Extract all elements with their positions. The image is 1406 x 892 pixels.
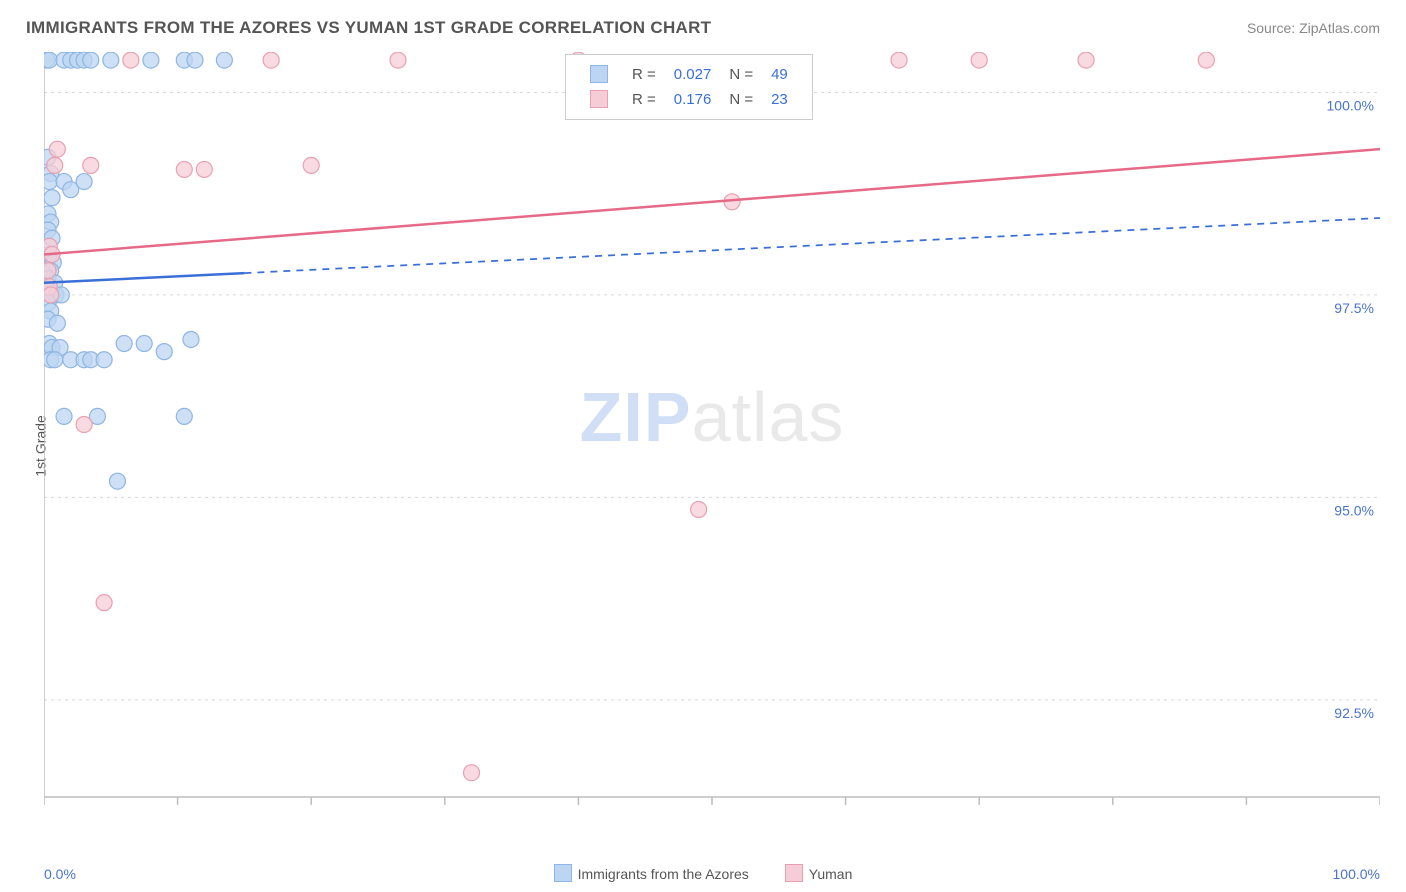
- source-label: Source: ZipAtlas.com: [1247, 20, 1380, 36]
- legend-item-azores: Immigrants from the Azores: [554, 864, 749, 882]
- azores-n-value: 49: [763, 63, 796, 86]
- series-legend: Immigrants from the Azores Yuman: [0, 864, 1406, 882]
- legend-swatch-yuman: [590, 90, 608, 108]
- n-label: N =: [721, 88, 761, 111]
- svg-text:92.5%: 92.5%: [1334, 705, 1374, 721]
- svg-text:100.0%: 100.0%: [1327, 97, 1374, 113]
- legend-swatch-azores: [590, 65, 608, 83]
- legend-item-yuman: Yuman: [785, 864, 853, 882]
- yuman-r-value: 0.176: [666, 88, 720, 111]
- correlation-legend: R = 0.027 N = 49 R = 0.176 N = 23: [565, 54, 813, 120]
- r-label: R =: [624, 63, 664, 86]
- azores-r-value: 0.027: [666, 63, 720, 86]
- scatter-chart: 92.5% 95.0% 97.5% 100.0%: [44, 52, 1380, 812]
- yuman-n-value: 23: [763, 88, 796, 111]
- svg-text:95.0%: 95.0%: [1334, 502, 1374, 518]
- chart-title: IMMIGRANTS FROM THE AZORES VS YUMAN 1ST …: [26, 18, 711, 38]
- svg-text:97.5%: 97.5%: [1334, 300, 1374, 316]
- n-label: N =: [721, 63, 761, 86]
- r-label: R =: [624, 88, 664, 111]
- chart-area: ZIPatlas 92.5%95.0%97.5%100.0% R = 0.027…: [44, 52, 1380, 812]
